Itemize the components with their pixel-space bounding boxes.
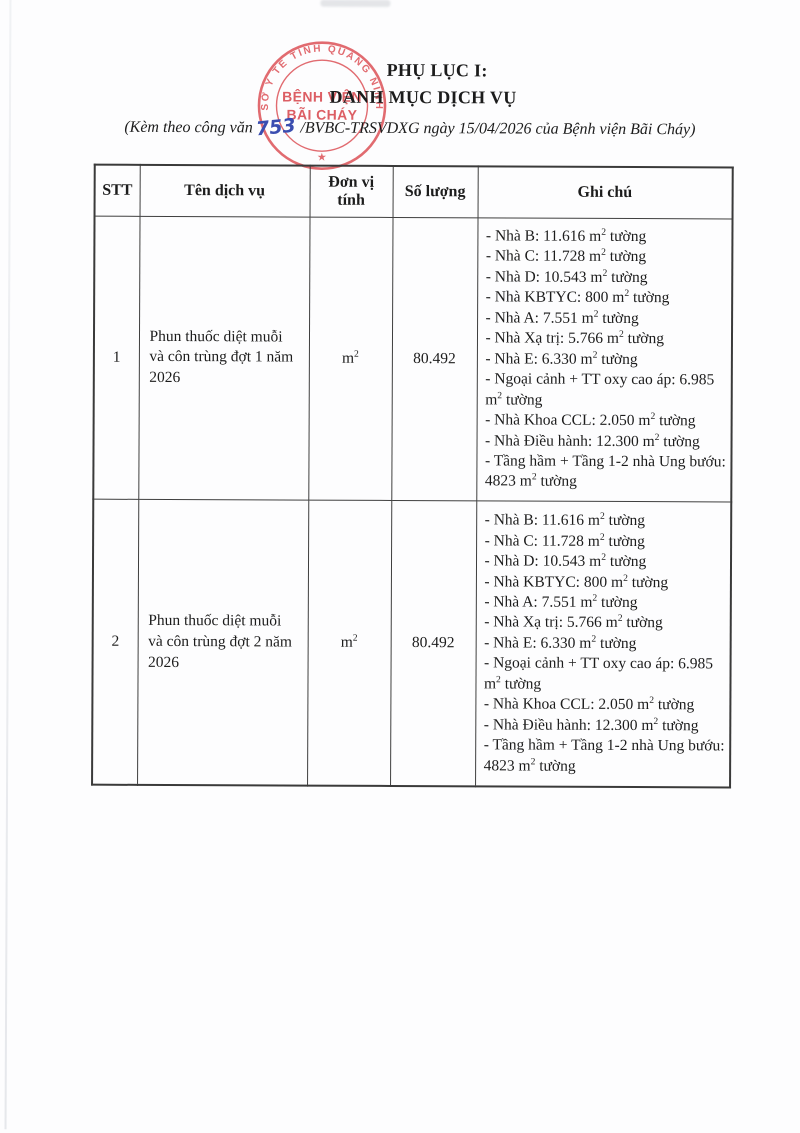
header-quantity: Số lượng [392,165,478,218]
superscript: 2 [649,695,655,707]
superscript: 2 [530,756,536,768]
table-row: 2 Phun thuốc diệt muỗi và côn trùng đợt 2… [92,499,732,788]
cell-unit: m2 [307,499,392,787]
page-title: PHỤ LỤC I: [386,59,488,81]
handwritten-document-number: 753 [254,114,297,141]
note-line: - Nhà B: 11.616 m2 tường [485,226,647,246]
superscript: 2 [623,572,628,584]
cell-stt: 1 [93,216,140,500]
header-unit: Đơn vị tính [309,165,393,218]
note-line: - Nhà C: 11.728 m2 tường [484,531,645,550]
note-line: - Nhà KBTYC: 800 m2 tường [485,288,670,307]
header-stt: STT [94,164,140,217]
header-service-name: Tên dịch vụ [139,164,310,218]
cell-quantity: 80.492 [391,217,478,501]
note-line: - Nhà E: 6.330 m2 tường [485,349,638,368]
cell-notes: - Nhà B: 11.616 m2 tường - Nhà C: 11.728 … [475,500,732,788]
page-subtitle: (Kèm theo công văn 753/BVBC-TRSVDXG ngày … [10,114,800,141]
superscript: 2 [592,349,598,361]
document-header: PHỤ LỤC I: DANH MỤC DỊCH VỤ (Kèm theo cô… [2,58,800,141]
superscript: 2 [497,389,503,401]
service-list-table: STT Tên dịch vụ Đơn vị tính Số lượng Ghi… [91,163,734,789]
superscript: 2 [599,510,605,522]
superscript: 2 [354,348,359,360]
cell-service: Phun thuốc diệt muỗi và côn trùng đợt 1 … [138,216,310,500]
note-line: - Tầng hầm + Tầng 1-2 nhà Ung bướu: 4823… [484,452,726,491]
superscript: 2 [653,715,659,727]
cell-notes: - Nhà B: 11.616 m2 tường - Nhà C: 11.728 … [476,217,733,502]
cell-quantity: 80.492 [390,500,477,787]
superscript: 2 [601,551,607,563]
superscript: 2 [618,329,624,341]
table-header-row: STT Tên dịch vụ Đơn vị tính Số lượng Ghi… [94,164,733,219]
note-line: - Ngoại cảnh + TT oxy cao áp: 6.985 m2 t… [485,370,715,409]
superscript: 2 [599,531,605,543]
subtitle-suffix: /BVBC-TRSVDXG ngày 15/04/2026 của Bệnh v… [300,119,696,139]
stamp-star-icon: ★ [317,152,327,164]
superscript: 2 [654,431,660,443]
note-line: - Nhà D: 10.543 m2 tường [484,551,647,571]
note-line: - Nhà E: 6.330 m2 tường [484,633,637,652]
superscript: 2 [593,308,599,320]
scan-edge-artifact [4,0,12,1130]
note-line: - Nhà C: 11.728 m2 tường [485,247,647,266]
note-line: - Nhà D: 10.543 m2 tường [485,267,648,286]
superscript: 2 [624,288,630,300]
note-line: - Nhà B: 11.616 m2 tường [484,510,646,530]
note-line: - Nhà A: 7.551 m2 tường [485,308,639,327]
note-line: - Nhà Điều hành: 12.300 m2 tường [485,431,700,450]
superscript: 2 [601,247,606,259]
note-line: - Ngoại cảnh + TT oxy cao áp: 6.985 m2 t… [483,654,714,693]
note-line: - Nhà Xạ trị: 5.766 m2 tường [484,613,663,632]
superscript: 2 [650,411,656,423]
note-line: - Nhà Khoa CCL: 2.050 m2 tường [483,695,695,714]
table-row: 1 Phun thuốc diệt muỗi và côn trùng đợt 1… [93,216,733,502]
cell-stt: 2 [92,499,139,786]
note-line: - Nhà A: 7.551 m2 tường [484,592,638,612]
superscript: 2 [496,674,501,686]
note-line: - Nhà Khoa CCL: 2.050 m2 tường [485,411,696,430]
note-line: - Nhà KBTYC: 800 m2 tường [484,572,669,591]
scan-smudge-artifact [320,0,391,7]
superscript: 2 [352,632,358,644]
header-notes: Ghi chú [477,166,733,219]
cell-service: Phun thuốc diệt muỗi và côn trùng đợt 2 … [137,499,309,786]
table-body: 1 Phun thuốc diệt muỗi và côn trùng đợt 1… [92,216,733,788]
note-line: - Nhà Xạ trị: 5.766 m2 tường [485,329,665,348]
cell-unit: m2 [308,217,393,501]
superscript: 2 [531,471,537,483]
page-subtitle-heading: DANH MỤC DỊCH VỤ [329,86,517,108]
table-header: STT Tên dịch vụ Đơn vị tính Số lượng Ghi… [94,164,733,219]
superscript: 2 [617,613,623,625]
superscript: 2 [592,592,598,604]
superscript: 2 [601,226,607,238]
note-line: - Nhà Điều hành: 12.300 m2 tường [483,715,699,735]
superscript: 2 [591,633,597,645]
note-line: - Tầng hầm + Tầng 1-2 nhà Ung bướu: 4823… [483,736,725,775]
superscript: 2 [602,267,608,279]
subtitle-prefix: (Kèm theo công văn [124,118,253,137]
